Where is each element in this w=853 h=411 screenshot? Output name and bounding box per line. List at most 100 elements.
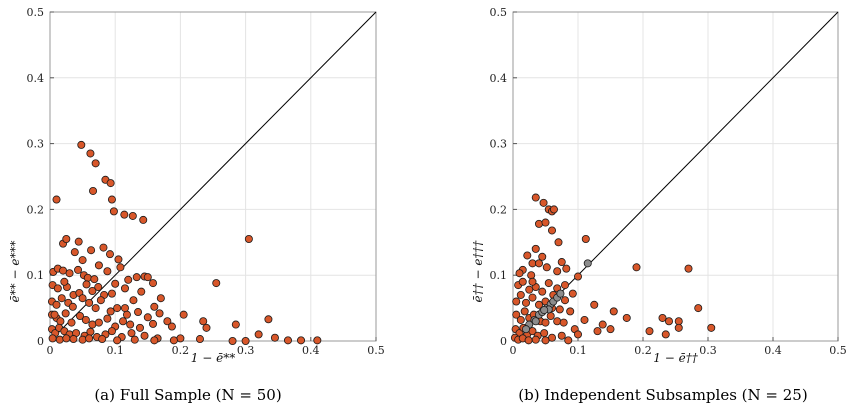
x-tick-label: 0.2: [634, 344, 652, 357]
data-point-series-1: [674, 323, 683, 332]
data-point-series-1: [90, 275, 99, 284]
data-point-series-1: [114, 255, 123, 264]
data-point-series-1: [528, 293, 537, 302]
data-point-series-1: [103, 314, 112, 323]
data-point-series-1: [531, 193, 540, 202]
data-point-series-1: [645, 327, 654, 336]
data-point-series-1: [130, 335, 139, 344]
data-point-series-1: [632, 263, 641, 272]
y-tick-label: 0.4: [490, 72, 508, 85]
data-point-series-1: [548, 226, 557, 235]
data-point-series-1: [155, 309, 164, 318]
x-tick-label: 0.5: [829, 344, 847, 357]
data-point-series-1: [105, 250, 114, 259]
data-point-series-1: [106, 307, 115, 316]
data-point-series-1: [199, 317, 208, 326]
data-point-series-1: [140, 331, 149, 340]
data-point-series-1: [124, 275, 133, 284]
data-point-series-1: [581, 235, 590, 244]
data-point-series-1: [48, 334, 57, 343]
data-point-series-1: [94, 283, 103, 292]
data-point-series-1: [176, 334, 185, 343]
data-point-series-1: [88, 286, 97, 295]
x-tick-label: 0.2: [172, 344, 190, 357]
data-point-series-1: [132, 273, 141, 282]
y-axis-label: ē** − e***: [8, 241, 22, 303]
data-point-series-1: [128, 211, 137, 220]
data-point-series-1: [107, 195, 116, 204]
data-point-series-1: [156, 294, 165, 303]
y-tick-label: 0.2: [27, 203, 45, 216]
data-point-series-1: [195, 335, 204, 344]
data-point-series-1: [244, 235, 253, 244]
data-point-series-1: [94, 318, 103, 327]
data-point-series-1: [52, 300, 61, 309]
data-point-series-1: [96, 296, 105, 305]
x-axis-label: 1 − ē**: [191, 351, 235, 365]
data-point-series-2: [531, 317, 540, 326]
data-point-series-1: [555, 305, 564, 314]
data-point-series-1: [228, 336, 237, 345]
data-point-series-1: [549, 205, 558, 214]
data-point-series-1: [94, 261, 103, 270]
data-point-series-1: [542, 263, 551, 272]
data-point-series-1: [52, 195, 61, 204]
data-point-series-1: [609, 307, 618, 316]
data-point-series-1: [119, 317, 128, 326]
data-point-series-1: [606, 325, 615, 334]
data-point-series-1: [116, 263, 125, 272]
x-tick-label: 0.5: [367, 344, 385, 357]
data-point-series-1: [541, 218, 550, 227]
x-tick-label: 0.4: [764, 344, 782, 357]
x-tick-label: 0: [47, 344, 54, 357]
data-point-series-1: [98, 335, 107, 344]
reference-line-y-equals-x: [49, 11, 377, 342]
data-point-series-2: [540, 306, 549, 315]
data-point-series-1: [538, 287, 547, 296]
data-point-series-1: [622, 313, 631, 322]
y-tick-label: 0.1: [490, 269, 508, 282]
data-point-series-1: [129, 296, 138, 305]
data-point-series-1: [74, 237, 83, 246]
data-point-series-1: [143, 313, 152, 322]
data-point-series-1: [270, 333, 279, 342]
y-tick-label: 0.5: [27, 6, 45, 19]
data-point-series-1: [241, 336, 250, 345]
data-point-series-1: [68, 302, 77, 311]
data-point-series-1: [516, 315, 525, 324]
data-point-series-1: [82, 280, 91, 289]
data-point-series-1: [106, 179, 115, 188]
data-point-series-1: [528, 277, 537, 286]
data-point-series-1: [56, 317, 65, 326]
data-point-series-1: [574, 272, 583, 281]
data-point-series-1: [264, 315, 273, 324]
data-point-series-2: [522, 325, 531, 334]
data-point-series-1: [109, 207, 118, 216]
data-point-series-1: [590, 300, 599, 309]
data-point-series-1: [515, 269, 524, 278]
data-point-series-1: [135, 323, 144, 332]
x-tick-label: 0: [510, 344, 517, 357]
y-tick-label: 0.1: [27, 269, 45, 282]
data-point-series-1: [53, 284, 62, 293]
data-point-series-1: [99, 243, 108, 252]
data-point-series-1: [520, 307, 529, 316]
data-point-series-1: [518, 277, 527, 286]
data-point-series-1: [535, 259, 544, 268]
data-point-series-1: [120, 210, 129, 219]
data-point-series-1: [694, 304, 703, 313]
y-tick-label: 0.2: [490, 203, 508, 216]
data-point-series-1: [566, 307, 575, 316]
data-point-series-1: [559, 318, 568, 327]
data-point-series-1: [684, 264, 693, 273]
x-tick-label: 0.1: [569, 344, 587, 357]
data-point-series-1: [553, 317, 562, 326]
data-point-series-1: [541, 318, 550, 327]
data-point-series-1: [75, 311, 84, 320]
data-point-series-1: [512, 310, 521, 319]
data-point-series-1: [60, 277, 69, 286]
data-point-series-1: [658, 313, 667, 322]
data-point-series-1: [179, 310, 188, 319]
data-point-series-1: [85, 334, 94, 343]
data-point-series-1: [91, 304, 100, 313]
